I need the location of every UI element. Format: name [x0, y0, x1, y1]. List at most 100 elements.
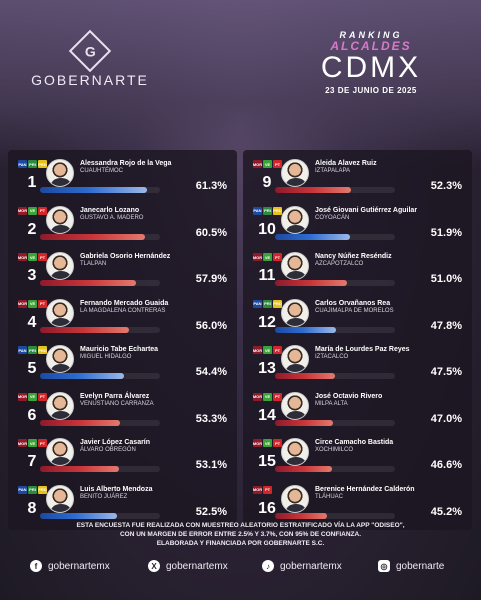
- party-logo-icon: VE: [263, 392, 272, 401]
- party-logo-icon: PRI: [28, 485, 37, 494]
- party-logo-icon: PT: [38, 206, 47, 215]
- party-logo-icon: VE: [263, 346, 272, 354]
- candidate-name: Mauricio Tabe Echartea: [80, 346, 159, 353]
- rank-number: 11: [258, 267, 276, 284]
- x-icon: X: [148, 560, 160, 572]
- party-logo-icon: MOR: [17, 299, 28, 308]
- party-logo-icon: PT: [38, 299, 47, 308]
- ranking-row: MOR PT 16 Berenice Hernández Calderón TLÁHUA…: [243, 482, 472, 528]
- party-logo-icon: PRI: [28, 160, 37, 168]
- avatar: [281, 345, 309, 373]
- avatar: [46, 159, 74, 187]
- candidate-name: Janecarlo Lozano: [80, 206, 140, 214]
- avatar: [281, 159, 309, 187]
- approval-bar: [40, 233, 145, 240]
- rank-number: 15: [258, 453, 276, 470]
- approval-bar: [275, 280, 347, 286]
- approval-percentage: 47.5%: [430, 366, 462, 378]
- ranking-row: PAN PRI PRD 10 José Giovani Gutiérrez Aguila…: [243, 203, 472, 249]
- candidate-name: Aleida Alavez Ruiz: [315, 160, 377, 167]
- party-logos: PAN PRI PRD: [18, 346, 47, 354]
- social-link-facebook[interactable]: f gobernartemx: [30, 560, 110, 572]
- borough-name: CUAUHTÉMOC: [80, 168, 123, 174]
- party-logo-icon: PT: [38, 439, 47, 447]
- party-logo-icon: PT: [38, 253, 47, 261]
- social-link-instagram[interactable]: ◎ gobernarte: [378, 560, 444, 572]
- approval-bar: [275, 512, 327, 519]
- party-logos: MOR VE PT: [253, 392, 282, 401]
- rank-number: 9: [262, 174, 272, 191]
- party-logo-icon: MOR: [252, 439, 263, 447]
- party-logos: PAN PRI PRD: [253, 206, 282, 215]
- party-logos: PAN PRI PRD: [18, 485, 47, 494]
- approval-percentage: 61.3%: [195, 180, 227, 192]
- candidate-name: Gabriela Osorio Hernández: [80, 253, 171, 260]
- instagram-icon: ◎: [378, 560, 390, 572]
- approval-percentage: 52.3%: [430, 180, 462, 192]
- party-logos: MOR VE PT: [253, 160, 282, 168]
- party-logo-icon: PT: [273, 392, 282, 401]
- rank-number: 10: [258, 220, 276, 238]
- approval-percentage: 56.0%: [195, 319, 227, 332]
- title-block: RANKING ALCALDES CDMX 23 DE JUNIO DE 202…: [301, 30, 441, 95]
- approval-bar-track: [275, 512, 395, 519]
- ranking-panel-left: PAN PRI PRD 1 Alessandra Rojo de la Vega CUAU…: [8, 150, 237, 530]
- avatar: [46, 205, 74, 234]
- candidate-name: Javier López Casarín: [80, 439, 151, 446]
- approval-bar: [40, 326, 129, 333]
- background-photo: [0, 0, 481, 170]
- approval-percentage: 53.1%: [195, 459, 227, 471]
- approval-bar: [40, 419, 120, 426]
- party-logo-icon: PRD: [273, 299, 282, 308]
- approval-bar: [40, 466, 119, 472]
- borough-name: IZTACALCO: [315, 354, 349, 360]
- party-logos: MOR VE PT: [253, 439, 282, 447]
- rank-number: 2: [27, 220, 37, 238]
- party-logo-icon: VE: [28, 392, 37, 401]
- borough-name: GUSTAVO A. MADERO: [80, 214, 144, 221]
- candidate-name: Evelyn Parra Álvarez: [80, 392, 150, 400]
- approval-bar-track: [275, 466, 395, 472]
- avatar: [46, 252, 74, 280]
- party-logo-icon: MOR: [17, 392, 28, 401]
- avatar: [281, 205, 309, 234]
- party-logo-icon: PRD: [38, 160, 47, 168]
- rank-number: 1: [27, 174, 37, 191]
- avatar: [281, 252, 309, 280]
- ranking-row: MOR VE PT 4 Fernando Mercado Guaida LA MAGDAL…: [8, 296, 237, 342]
- approval-bar: [40, 512, 117, 519]
- approval-percentage: 54.4%: [195, 366, 227, 378]
- borough-name: BENITO JUÁREZ: [80, 493, 128, 500]
- rank-number: 12: [258, 313, 276, 331]
- party-logo-icon: PAN: [253, 299, 262, 308]
- party-logo-icon: PRI: [263, 206, 272, 215]
- avatar: [46, 345, 74, 373]
- party-logo-icon: VE: [28, 439, 37, 447]
- candidate-name: José Giovani Gutiérrez Aguilar: [315, 206, 418, 214]
- rank-number: 13: [258, 360, 276, 377]
- footnote-line-1: ESTA ENCUESTA FUE REALIZADA CON MUESTREO…: [76, 522, 405, 529]
- ranking-row: MOR VE PT 3 Gabriela Osorio Hernández TLALPAN…: [8, 249, 237, 295]
- party-logo-icon: MOR: [17, 206, 28, 215]
- borough-name: CUAJIMALPA DE MORELOS: [315, 307, 394, 314]
- party-logo-icon: VE: [263, 160, 272, 168]
- rank-number: 4: [27, 313, 37, 331]
- party-logos: MOR VE PT: [253, 346, 282, 354]
- party-logo-icon: PRI: [28, 346, 37, 354]
- rank-number: 16: [258, 499, 276, 517]
- footnote-line-2: CON UN MARGEN DE ERROR ENTRE 2.5% Y 3.7%…: [119, 531, 362, 538]
- approval-percentage: 53.3%: [195, 412, 227, 425]
- social-handle: gobernarte: [396, 560, 445, 572]
- avatar: [46, 391, 74, 420]
- approval-bar: [275, 233, 350, 240]
- candidate-name: Fernando Mercado Guaida: [80, 299, 169, 307]
- tiktok-icon: ♪: [262, 560, 274, 572]
- social-link-tiktok[interactable]: ♪ gobernartemx: [262, 560, 342, 572]
- candidate-name: María de Lourdes Paz Reyes: [315, 346, 410, 353]
- avatar: [281, 298, 309, 327]
- party-logo-icon: MOR: [252, 485, 263, 494]
- ranking-row: MOR VE PT 7 Javier López Casarín ÁLVARO OBREG…: [8, 435, 237, 481]
- title-cdmx: CDMX: [320, 51, 422, 84]
